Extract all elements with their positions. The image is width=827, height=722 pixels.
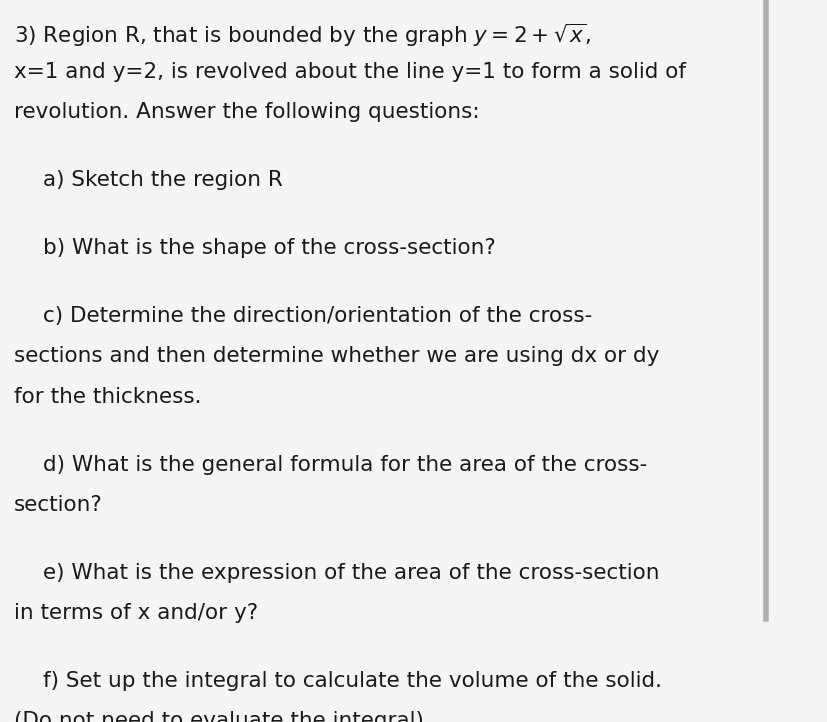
Text: f) Set up the integral to calculate the volume of the solid.: f) Set up the integral to calculate the … [43,671,662,691]
Text: for the thickness.: for the thickness. [14,386,202,406]
Text: d) What is the general formula for the area of the cross-: d) What is the general formula for the a… [43,455,647,474]
Text: in terms of x and/or y?: in terms of x and/or y? [14,603,258,623]
Text: revolution. Answer the following questions:: revolution. Answer the following questio… [14,102,479,122]
Text: 3) Region R, that is bounded by the graph $y = 2 + \sqrt{x}$,: 3) Region R, that is bounded by the grap… [14,22,591,49]
Text: x=1 and y=2, is revolved about the line y=1 to form a solid of: x=1 and y=2, is revolved about the line … [14,62,686,82]
Text: e) What is the expression of the area of the cross-section: e) What is the expression of the area of… [43,563,659,583]
Text: c) Determine the direction/orientation of the cross-: c) Determine the direction/orientation o… [43,306,592,326]
Text: a) Sketch the region R: a) Sketch the region R [43,170,283,190]
Text: section?: section? [14,495,103,515]
Text: (Do not need to evaluate the integral): (Do not need to evaluate the integral) [14,711,423,722]
Text: b) What is the shape of the cross-section?: b) What is the shape of the cross-sectio… [43,238,495,258]
Text: sections and then determine whether we are using dx or dy: sections and then determine whether we a… [14,347,659,367]
